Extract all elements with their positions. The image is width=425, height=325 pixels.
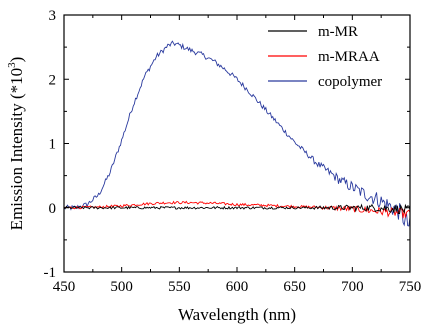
y-tick-label: 3 [49, 8, 57, 24]
x-axis-title: Wavelength (nm) [178, 305, 296, 324]
x-tick-label: 450 [53, 279, 76, 295]
legend-label-copolymer: copolymer [318, 74, 382, 90]
x-tick-label: 700 [341, 279, 364, 295]
tick-labels: 450 500 550 600 650 700 750 -1 0 1 2 3 [44, 8, 422, 295]
y-tick-label: 1 [49, 137, 57, 153]
y-tick-label: -1 [44, 265, 57, 281]
legend: m-MR m-MRAA copolymer [268, 24, 382, 90]
x-tick-label: 750 [399, 279, 422, 295]
legend-label-m-mraa: m-MRAA [318, 49, 380, 65]
series-line-m-mraa [63, 200, 411, 219]
y-axis-title-suffix: ) [7, 57, 26, 63]
x-tick-label: 500 [110, 279, 133, 295]
x-tick-label: 550 [168, 279, 191, 295]
y-axis-title: Emission Intensity (*103) [6, 57, 26, 231]
y-axis-title-exponent: 3 [6, 62, 18, 68]
x-tick-label: 650 [283, 279, 306, 295]
x-tick-label: 600 [226, 279, 249, 295]
legend-label-m-mr: m-MR [318, 24, 358, 40]
plot-lines [63, 40, 411, 227]
y-tick-label: 2 [49, 72, 57, 88]
axis-ticks [63, 14, 411, 273]
y-tick-label: 0 [49, 201, 57, 217]
series-line-copolymer [63, 40, 411, 227]
series-line-m-mr [63, 203, 411, 215]
y-axis-title-prefix: Emission Intensity (*10 [7, 68, 26, 230]
